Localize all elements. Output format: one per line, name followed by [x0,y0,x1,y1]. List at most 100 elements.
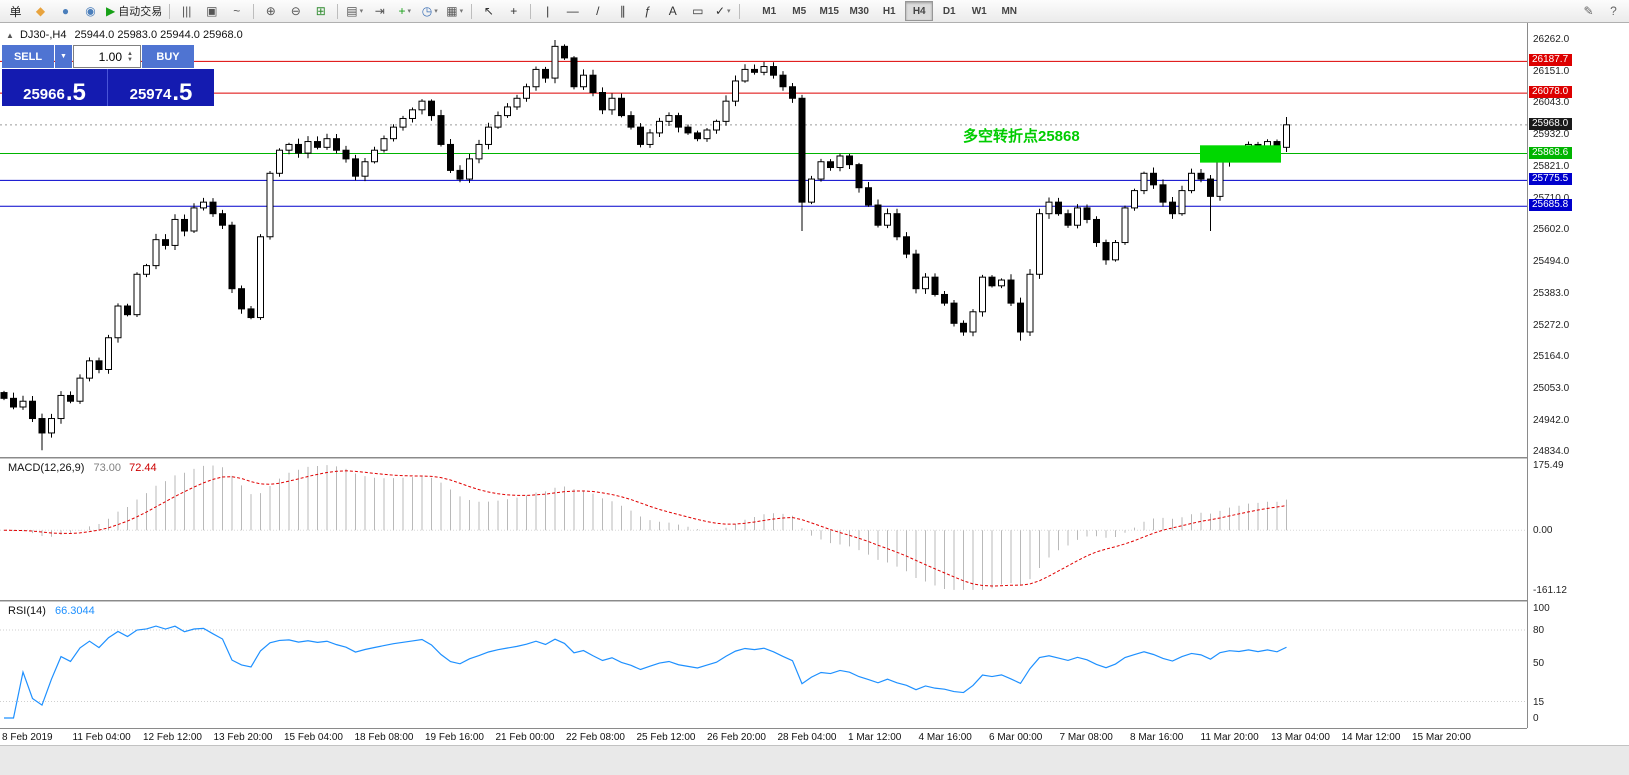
candle [836,155,844,169]
time-axis[interactable]: 8 Feb 2019 11 Feb 04:00 12 Feb 12:00 13 Feb… [0,728,1527,745]
price-axis[interactable]: 26262.0 26151.0 26043.0 25932.0 25821.0 25710… [1527,23,1629,728]
candle [580,74,587,88]
price-axis-label: 26043.0 [1533,97,1570,109]
timeframe-h1[interactable]: H1 [882,5,896,17]
candle [1121,207,1129,244]
rsi-canvas[interactable] [0,602,1527,728]
chart-annotation-text[interactable]: 多空转折点25868 [963,128,1080,145]
volume-input[interactable] [74,48,124,65]
time-axis-label: 22 Feb 08:00 [566,732,625,743]
time-axis-label: 25 Feb 12:00 [636,732,696,743]
time-axis-label: 15 Mar 20:00 [1412,732,1471,743]
line-chart-icon[interactable]: ~ [225,2,248,21]
zoom-in-icon[interactable]: ⊕ [259,2,282,21]
help-icon[interactable]: ? [1610,4,1617,18]
volume-dropdown-button[interactable]: ▼ [55,45,72,68]
volume-stepper[interactable]: ▲ ▼ [127,51,133,63]
candle [589,74,597,94]
arrows-icon[interactable]: ✓ ▾ [711,2,734,21]
candle [903,236,910,255]
price-axis-label: 24834.0 [1533,446,1570,457]
rsi-axis-label: 80 [1533,625,1545,636]
time-axis-label: 14 Mar 12:00 [1341,732,1401,743]
timeframe-mn[interactable]: MN [1001,5,1018,17]
sell-price[interactable]: 25966 .5 [2,69,108,106]
candle [342,149,350,160]
time-axis-label: 13 Mar 04:00 [1271,732,1330,743]
pane-splitter[interactable] [0,457,1629,459]
highlight-rectangle[interactable] [1200,145,1281,163]
candle [599,92,606,111]
time-axis-label: 12 Feb 12:00 [143,732,202,743]
candlestick-chart-icon[interactable]: ▣ [200,2,223,21]
candle [618,97,625,117]
candle [152,239,160,267]
one-click-trading-toggle[interactable]: ▲ [6,31,14,40]
fibonacci-icon[interactable]: ƒ [636,2,659,21]
pane-splitter[interactable] [0,600,1629,602]
community-icon[interactable]: ◉ [79,2,102,21]
candle [447,143,454,171]
candle [789,86,796,99]
candle [437,115,445,145]
autotrading-button[interactable]: ▶ 自动交易 [104,2,164,21]
volume-down-icon[interactable]: ▼ [127,56,133,63]
buy-button[interactable]: BUY [142,45,194,68]
candle [257,236,264,319]
main-chart-canvas[interactable] [0,23,1527,457]
trendline-icon[interactable]: / [586,2,609,21]
template-icon[interactable]: ▦ ▾ [443,2,466,21]
candle [95,360,103,370]
candle [703,129,711,140]
time-axis-label: 8 Feb 2019 [2,732,53,743]
arrange-windows-icon[interactable]: ▤ ▾ [343,2,366,21]
timeframe-m30[interactable]: M30 [849,5,869,17]
new-order-button[interactable]: 单 [4,2,27,21]
equidistant-channel-icon[interactable]: ∥ [611,2,634,21]
timeframe-h4[interactable]: H4 [905,1,934,21]
tile-windows-icon[interactable]: ⊞ [309,2,332,21]
timeframe-m5[interactable]: M5 [792,5,807,17]
candle [713,120,720,131]
candle [124,305,131,316]
arrows-icon: ✓ [714,4,725,18]
add-indicator-icon[interactable]: + ▾ [393,2,416,21]
candle [285,143,293,151]
timeframe-m1[interactable]: M1 [762,5,777,17]
vertical-line-icon[interactable]: | [536,2,559,21]
timeframe-group: M1 M5 M15 M30 H1 H4 D1 W1 MN [754,1,1024,21]
candle [770,66,777,76]
candle [513,97,521,108]
macd-canvas[interactable] [0,459,1527,600]
profile-icon[interactable]: ● [54,2,77,21]
chevron-down-icon: ▾ [434,8,438,15]
text-icon[interactable]: A [661,2,684,21]
buy-price[interactable]: 25974 .5 [129,79,193,106]
zoom-out-icon[interactable]: ⊖ [284,2,307,21]
chart-ohlc-values: 25944.0 25983.0 25944.0 25968.0 [74,29,243,41]
timeframe-m15[interactable]: M15 [819,5,839,17]
metaquotes-icon[interactable]: ◆ [29,2,52,21]
candle [456,169,464,180]
horizontal-line-icon[interactable]: — [561,2,584,21]
text-label-icon[interactable]: ▭ [686,2,709,21]
toolbar-separator [169,3,171,19]
shift-chart-icon[interactable]: ⇥ [368,2,391,21]
candle [570,57,578,88]
volume-up-icon[interactable]: ▲ [127,50,133,57]
candle [76,377,84,402]
period-selector-icon[interactable]: ◷ ▾ [418,2,441,21]
crosshair-icon[interactable]: + [502,2,525,21]
candle [1112,242,1119,261]
cursor-icon[interactable]: ↖ [477,2,500,21]
bar-chart-icon[interactable]: ||| [175,2,198,21]
timeframe-d1[interactable]: D1 [942,5,956,17]
candle [798,97,806,203]
autotrading-button-label: 自动交易 [118,6,163,18]
timeframe-w1[interactable]: W1 [971,5,987,17]
candle [1159,184,1167,203]
candle [295,143,302,154]
sell-button[interactable]: SELL [2,45,54,68]
edit-icon[interactable]: ✎ [1583,4,1594,18]
time-axis-label: 28 Feb 04:00 [777,732,837,743]
